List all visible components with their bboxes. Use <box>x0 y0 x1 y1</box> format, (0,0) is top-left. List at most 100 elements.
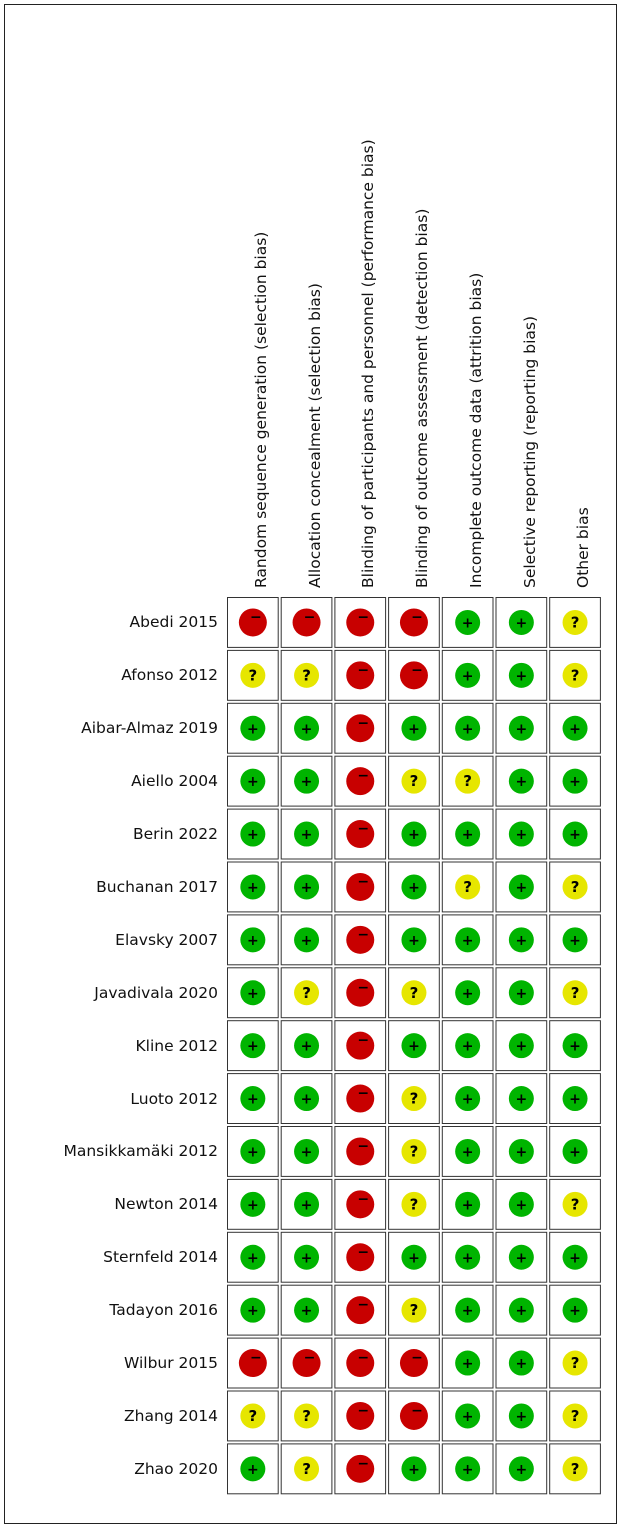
judgement-symbol: − <box>357 1033 369 1049</box>
judgement-symbol: + <box>569 1092 581 1108</box>
judgement-symbol: + <box>301 1250 313 1266</box>
judgement-symbol: + <box>462 986 474 1002</box>
judgement-symbol: ? <box>248 666 257 684</box>
grid-cell <box>495 808 548 860</box>
judgement-low-marker <box>240 980 266 1006</box>
judgement-low-marker <box>294 1086 320 1112</box>
judgement-low-marker <box>562 1033 588 1059</box>
judgement-low-marker <box>508 1086 534 1112</box>
judgement-symbol: ? <box>571 1354 580 1372</box>
judgement-low-marker <box>508 874 534 900</box>
judgement-low-marker <box>294 821 320 847</box>
judgement-symbol: − <box>250 1350 262 1366</box>
judgement-symbol: ? <box>410 1090 419 1108</box>
judgement-symbol: + <box>247 1250 259 1266</box>
grid-cell <box>388 1020 440 1072</box>
grid-cell <box>549 1178 601 1230</box>
judgement-low-marker <box>508 1033 534 1059</box>
judgement-symbol: ? <box>410 984 419 1002</box>
judgement-low-marker <box>294 874 320 900</box>
judgement-symbol: + <box>462 615 474 631</box>
study-label: Mansikkamäki 2012 <box>63 1142 218 1161</box>
study-label: Zhang 2014 <box>124 1406 218 1425</box>
judgement-high-marker <box>346 1349 375 1378</box>
judgement-symbol: + <box>462 1409 474 1425</box>
judgement-symbol: − <box>357 715 369 731</box>
judgement-unclear-marker <box>562 874 588 900</box>
judgement-high-marker <box>346 1190 375 1219</box>
study-label: Wilbur 2015 <box>123 1354 218 1373</box>
judgement-symbol: + <box>462 1356 474 1372</box>
judgement-low-marker <box>508 1350 534 1376</box>
judgement-symbol: + <box>515 1462 527 1478</box>
study-label: Afonso 2012 <box>121 666 218 685</box>
judgement-unclear-marker <box>562 662 588 688</box>
judgement-high-marker <box>346 1031 375 1060</box>
judgement-unclear-marker <box>294 1456 320 1482</box>
judgement-symbol: ? <box>571 613 580 631</box>
judgement-low-marker <box>240 1086 266 1112</box>
judgement-low-marker <box>455 1403 481 1429</box>
judgement-low-marker <box>294 1244 320 1270</box>
judgement-symbol: + <box>462 1197 474 1213</box>
judgement-low-marker <box>240 1191 266 1217</box>
judgement-low-marker <box>455 1191 481 1217</box>
grid-cell <box>334 1390 387 1442</box>
judgement-unclear-marker <box>562 1403 588 1429</box>
judgement-low-marker <box>455 1086 481 1112</box>
judgement-low-marker <box>401 821 427 847</box>
judgement-symbol: − <box>357 662 369 678</box>
judgement-symbol: + <box>515 933 527 949</box>
judgement-unclear-marker <box>562 609 588 635</box>
judgement-symbol: + <box>515 827 527 843</box>
judgement-symbol: + <box>515 721 527 737</box>
judgement-low-marker <box>455 715 481 741</box>
judgement-low-marker <box>562 927 588 953</box>
judgement-low-marker <box>240 1138 266 1164</box>
judgement-symbol: + <box>462 668 474 684</box>
judgement-symbol: + <box>569 1303 581 1319</box>
judgement-low-marker <box>294 1033 320 1059</box>
study-label: Aibar-Almaz 2019 <box>81 719 218 738</box>
judgement-symbol: + <box>462 1250 474 1266</box>
grid-cell <box>549 1443 601 1495</box>
judgement-symbol: ? <box>571 878 580 896</box>
judgement-symbol: − <box>357 1244 369 1260</box>
judgement-high-marker <box>399 1401 428 1430</box>
judgement-symbol: + <box>569 933 581 949</box>
judgement-symbol: − <box>357 1138 369 1154</box>
study-label: Tadayon 2016 <box>109 1301 218 1320</box>
judgement-symbol: + <box>515 1356 527 1372</box>
judgement-high-marker <box>292 608 321 637</box>
judgement-symbol: − <box>411 1403 423 1419</box>
judgement-symbol: + <box>515 986 527 1002</box>
judgement-symbol: + <box>408 1250 420 1266</box>
judgement-high-marker <box>399 1349 428 1378</box>
judgement-high-marker <box>346 767 375 796</box>
judgement-high-marker <box>238 608 267 637</box>
judgement-symbol: − <box>357 609 369 625</box>
judgement-symbol: + <box>247 1303 259 1319</box>
judgement-low-marker <box>508 1456 534 1482</box>
judgement-symbol: + <box>247 1462 259 1478</box>
judgement-high-marker <box>346 661 375 690</box>
judgement-symbol: − <box>357 821 369 837</box>
judgement-symbol: − <box>357 1403 369 1419</box>
judgement-high-marker <box>346 978 375 1007</box>
judgement-low-marker <box>455 980 481 1006</box>
judgement-symbol: + <box>408 1462 420 1478</box>
judgement-low-marker <box>455 1244 481 1270</box>
judgement-unclear-marker <box>240 662 266 688</box>
judgement-unclear-marker <box>562 1191 588 1217</box>
judgement-symbol: ? <box>302 1460 311 1478</box>
judgement-low-marker <box>401 874 427 900</box>
judgement-unclear-marker <box>401 1138 427 1164</box>
judgement-symbol: + <box>301 1144 313 1160</box>
judgement-symbol: + <box>515 668 527 684</box>
judgement-low-marker <box>401 1244 427 1270</box>
judgement-low-marker <box>455 1456 481 1482</box>
judgement-low-marker <box>240 1297 266 1323</box>
judgement-low-marker <box>294 1191 320 1217</box>
judgement-low-marker <box>401 715 427 741</box>
